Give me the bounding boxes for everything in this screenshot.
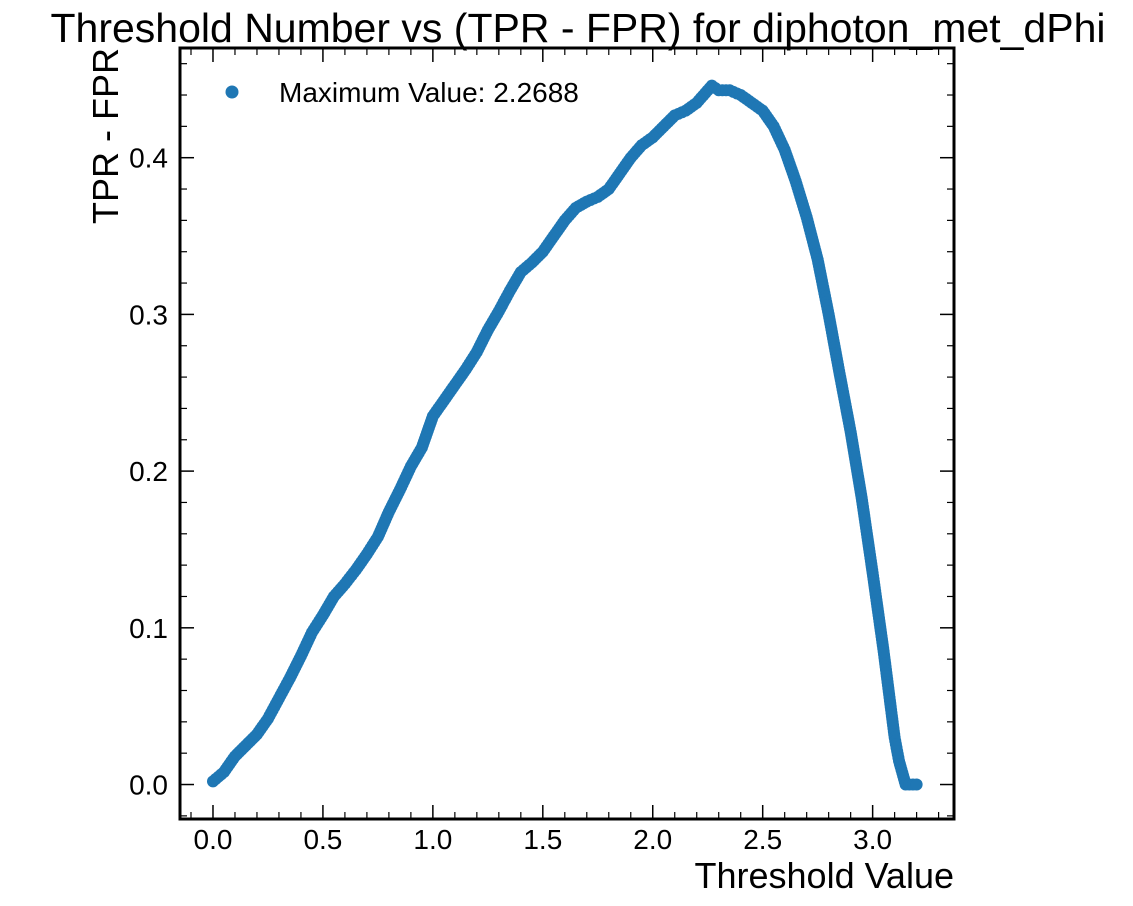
axis-ticks: 0.0 0.5 1.0 1.5 2.0 2.5 3.0 0.0 0.1 0.2 0.3 0.4 (129, 48, 954, 855)
plot-frame (178, 46, 956, 821)
chart-title: Threshold Number vs (TPR - FPR) for diph… (50, 5, 1105, 51)
x-tick-label: 3.0 (853, 824, 892, 855)
x-tick-label: 1.5 (523, 824, 562, 855)
y-tick-label: 0.4 (129, 143, 168, 174)
x-tick-label: 0.0 (194, 824, 233, 855)
y-tick-label: 0.1 (129, 613, 168, 644)
y-tick-label: 0.3 (129, 299, 168, 330)
data-points (206, 79, 923, 791)
x-tick-label: 2.5 (743, 824, 782, 855)
x-tick-label: 0.5 (303, 824, 342, 855)
y-axis-title: TPR - FPR (85, 48, 126, 224)
y-tick-label: 0.0 (129, 770, 168, 801)
legend-label: Maximum Value: 2.2688 (279, 77, 579, 108)
y-tick-label: 0.2 (129, 456, 168, 487)
data-point (910, 778, 923, 791)
legend-marker (225, 85, 239, 99)
x-tick-label: 2.0 (633, 824, 672, 855)
x-tick-label: 1.0 (413, 824, 452, 855)
legend: Maximum Value: 2.2688 (225, 77, 579, 108)
x-axis-title: Threshold Value (695, 855, 955, 896)
